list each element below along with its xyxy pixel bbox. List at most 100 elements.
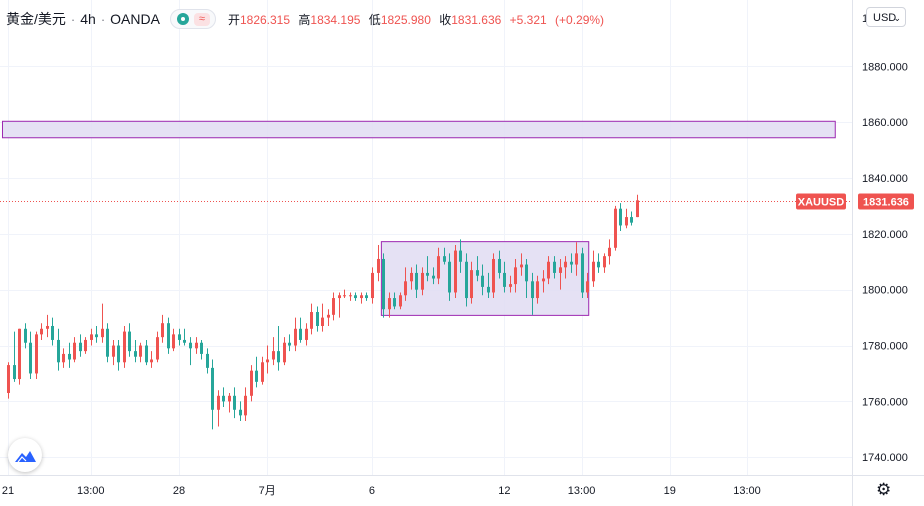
currency-selector[interactable]: USD ⌄ xyxy=(866,7,906,27)
candle-body xyxy=(73,342,76,360)
candle-body xyxy=(371,272,374,299)
candle-body xyxy=(614,208,617,248)
chart-header: 黄金/美元 · 4h · OANDA ≈ 开1826.315 高1834.195… xyxy=(6,9,609,29)
resistance-zone xyxy=(1,120,836,139)
symbol-price-tag-label: XAUUSD xyxy=(798,197,845,209)
candle-body xyxy=(443,256,446,262)
price-tick-label: 1880.000 xyxy=(862,61,908,73)
candle-body xyxy=(630,217,633,223)
candle-body xyxy=(244,395,247,416)
candle-body xyxy=(51,325,54,340)
time-tick-label: 13:00 xyxy=(733,485,761,497)
candle-body xyxy=(454,250,457,293)
candle-body xyxy=(542,278,545,282)
candle-body xyxy=(255,370,258,382)
market-status-icon xyxy=(176,13,189,25)
price-tick-label: 1740.000 xyxy=(862,452,908,464)
time-tick-label: 19 xyxy=(664,485,676,497)
candle-body xyxy=(261,362,264,382)
candle-body xyxy=(134,351,137,357)
symbol-name[interactable]: 黄金/美元 xyxy=(6,11,66,27)
candle-body xyxy=(421,272,424,290)
source-label: OANDA xyxy=(110,11,160,27)
candle-body xyxy=(156,337,159,360)
currency-label: USD xyxy=(873,12,897,24)
candle-body xyxy=(399,295,402,307)
candles xyxy=(7,194,639,430)
price-tick-label: 1800.000 xyxy=(862,285,908,297)
candle-body xyxy=(40,328,43,335)
high-label: 高 xyxy=(298,12,311,27)
candle-body xyxy=(29,342,32,374)
candle-body xyxy=(388,298,391,310)
time-tick-label: 6 xyxy=(369,485,375,497)
candle-body xyxy=(84,339,87,352)
open-value: 1826.315 xyxy=(239,12,291,27)
candle-body xyxy=(354,295,357,299)
price-tick-label: 1760.000 xyxy=(862,396,908,408)
close-value: 1831.636 xyxy=(451,12,502,27)
low-value: 1825.980 xyxy=(380,12,431,27)
candle-body xyxy=(24,328,27,343)
candle-body xyxy=(536,281,539,299)
candle-body xyxy=(272,351,275,360)
candle-body xyxy=(239,409,242,416)
candle-body xyxy=(35,334,38,374)
symbol-price-tag-bg xyxy=(796,193,846,210)
interval-label[interactable]: 4h xyxy=(80,11,96,27)
candle-body xyxy=(509,284,512,287)
candle-body xyxy=(101,328,104,338)
candle-body xyxy=(18,328,21,380)
candle-body xyxy=(172,334,175,349)
candle-body xyxy=(222,395,225,402)
candle-body xyxy=(520,264,523,268)
status-pill[interactable]: ≈ xyxy=(169,9,216,29)
time-tick-label: 21 xyxy=(2,485,14,497)
candle-body xyxy=(294,328,297,346)
candle-body xyxy=(338,295,341,299)
candle-body xyxy=(410,272,413,282)
candle-body xyxy=(432,275,435,279)
tradingview-logo-icon[interactable] xyxy=(8,438,42,472)
candle-body xyxy=(360,295,363,299)
candle-body xyxy=(597,261,600,268)
candle-body xyxy=(586,281,589,293)
time-tick-label: 28 xyxy=(173,485,185,497)
candle-body xyxy=(393,298,396,307)
candle-body xyxy=(559,267,562,273)
candle-body xyxy=(316,312,319,326)
candle-body xyxy=(13,365,16,380)
candle-body xyxy=(57,339,60,363)
candle-body xyxy=(570,261,573,265)
price-tick-label: 1840.000 xyxy=(862,173,908,185)
candle-body xyxy=(46,325,49,329)
separator: · xyxy=(70,11,76,27)
last-price-tag-value: 1831.636 xyxy=(863,197,909,209)
candle-body xyxy=(106,328,109,357)
candle-body xyxy=(327,314,330,318)
wave-icon: ≈ xyxy=(193,12,210,26)
candle-body xyxy=(128,331,131,352)
candle-body xyxy=(145,345,148,363)
chevron-down-icon: ⌄ xyxy=(893,13,901,23)
candle-body xyxy=(603,256,606,268)
candle-body xyxy=(195,342,198,349)
grid-lines xyxy=(0,0,852,475)
candle-body xyxy=(636,200,639,218)
candle-body xyxy=(228,395,231,402)
candle-body xyxy=(123,331,126,363)
candle-body xyxy=(150,359,153,363)
logo-mountain-icon xyxy=(15,451,36,463)
candle-body xyxy=(426,272,429,276)
time-tick-label: 12 xyxy=(498,485,510,497)
candle-body xyxy=(564,261,567,268)
candle-body xyxy=(310,312,313,329)
gear-icon[interactable]: ⚙ xyxy=(876,480,892,499)
candle-body xyxy=(283,342,286,363)
zones xyxy=(1,120,836,316)
candle-body xyxy=(79,342,82,352)
candle-body xyxy=(465,261,468,299)
candle-body xyxy=(332,298,335,315)
